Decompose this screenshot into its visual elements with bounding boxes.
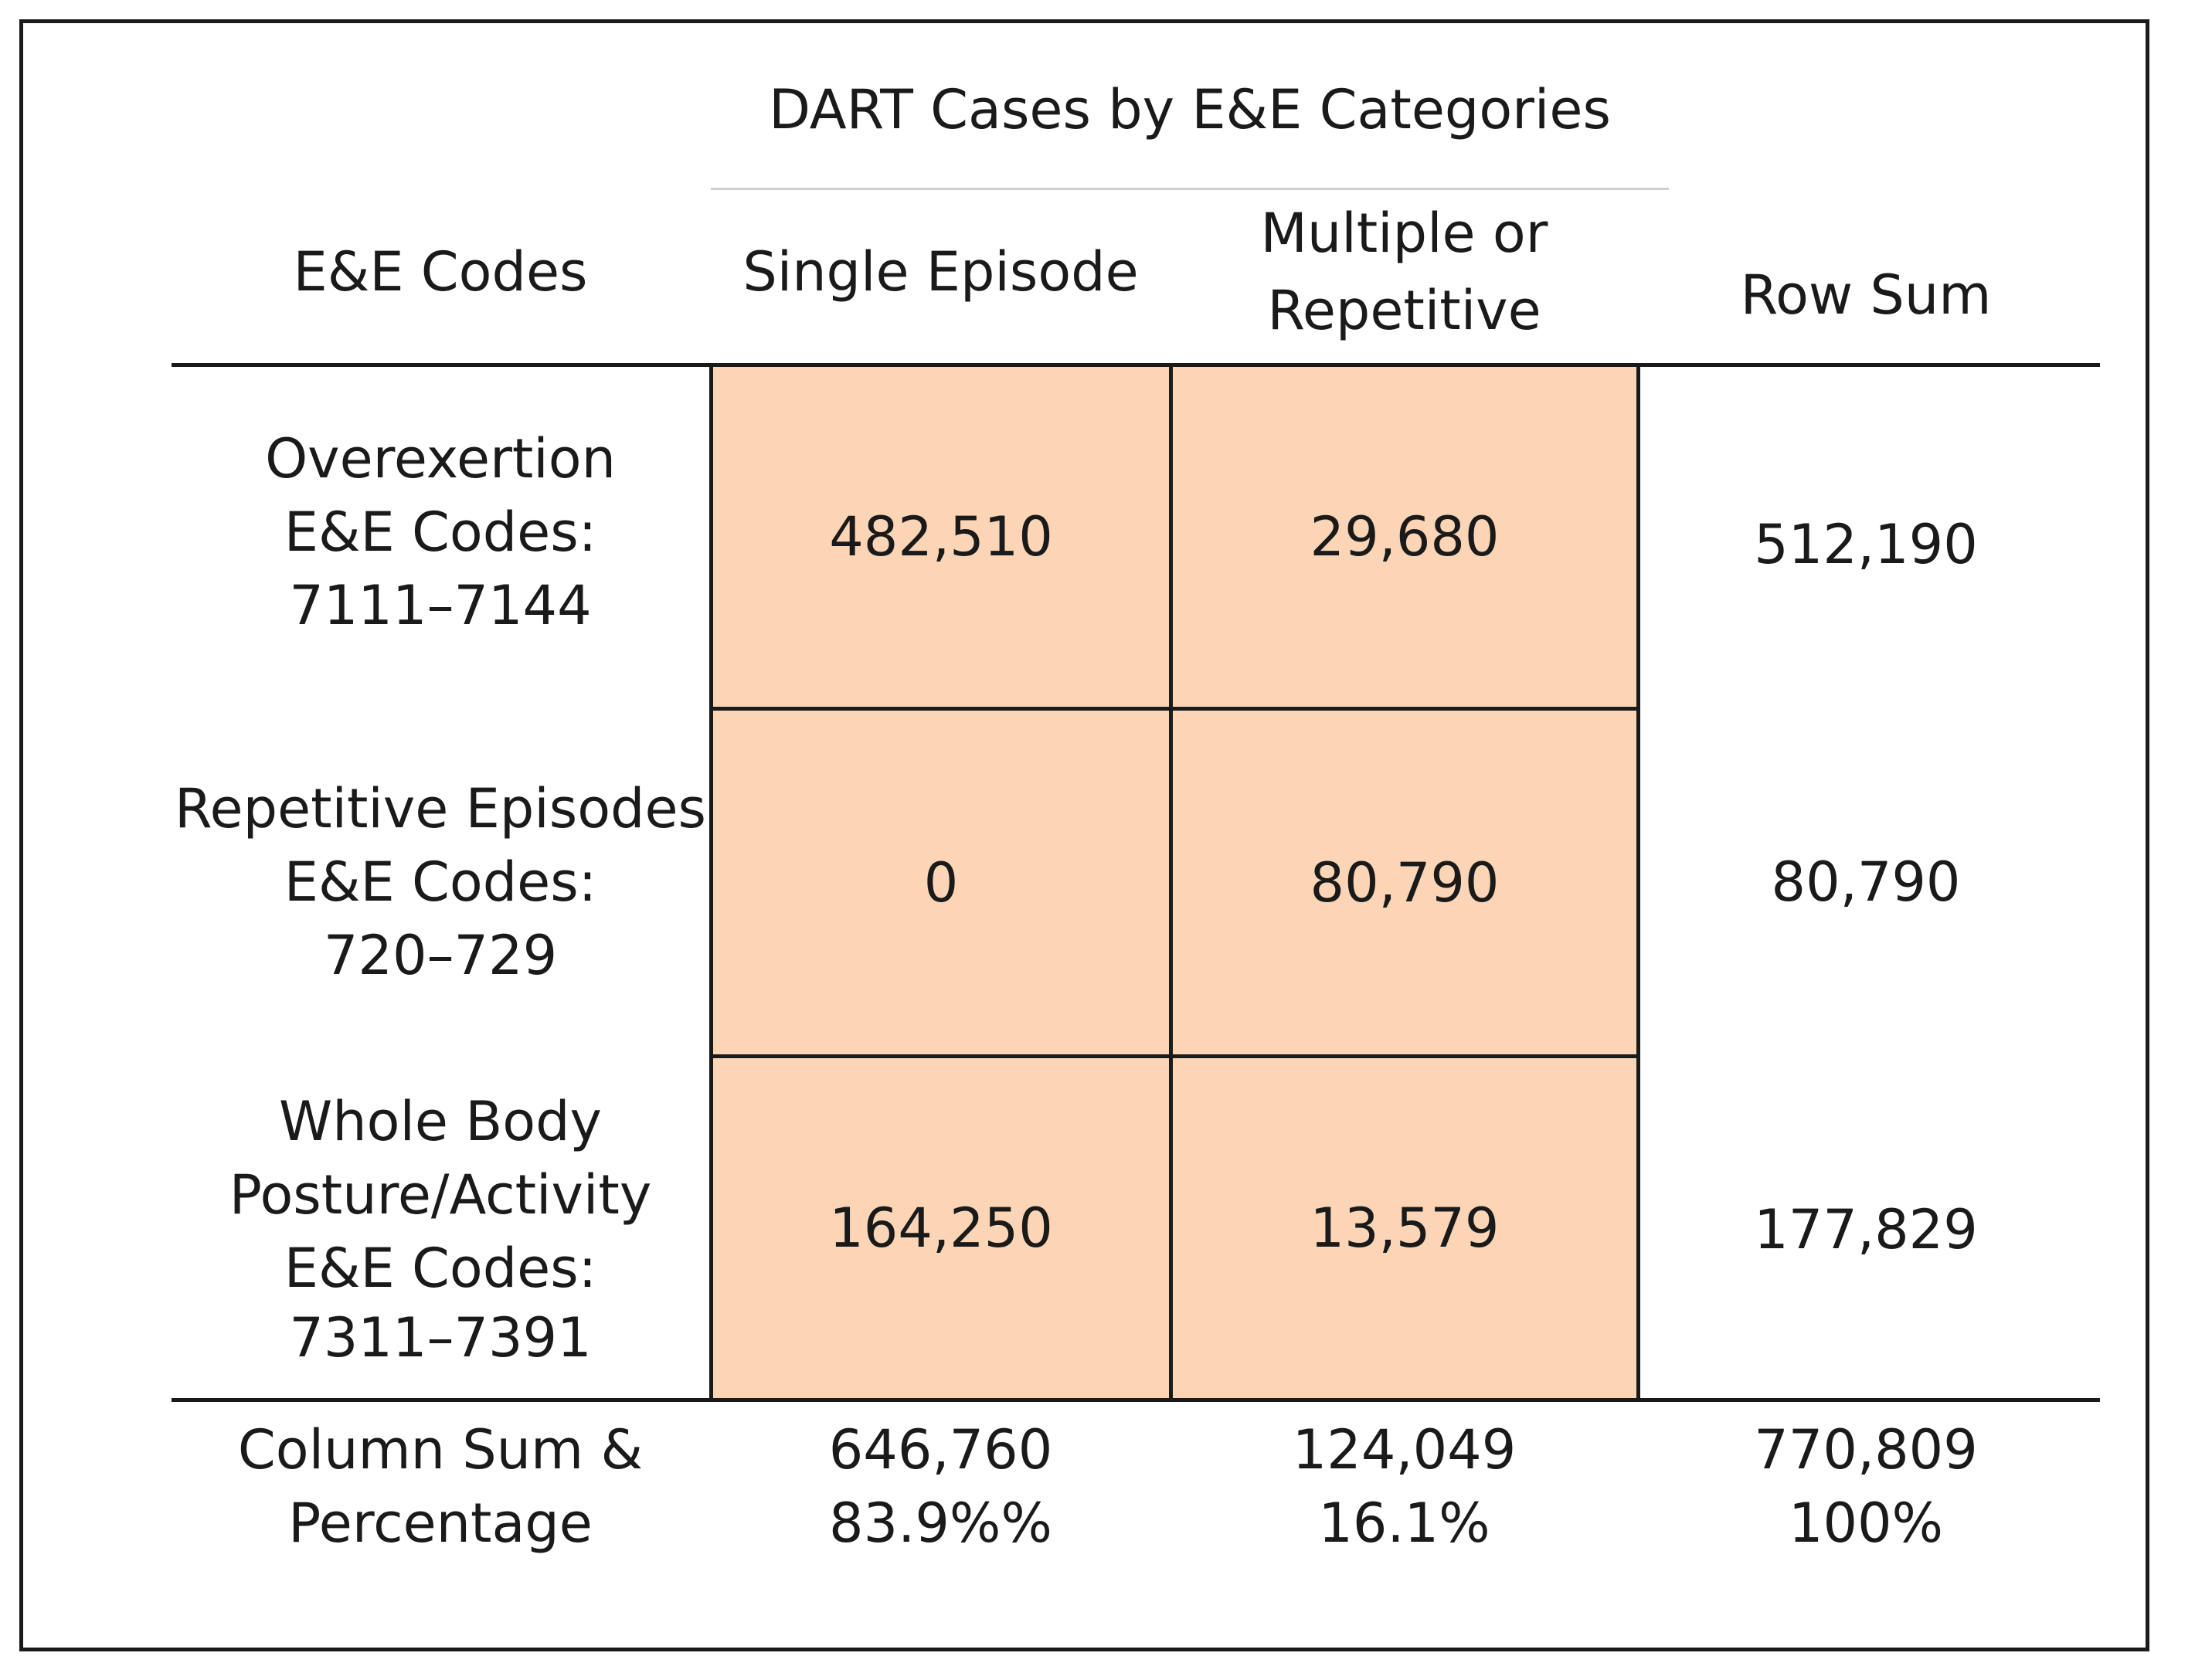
row1-label-line2: E&E Codes: [284,501,597,564]
row2-single-cell: 0 [709,707,1173,1058]
header-row-sum: Row Sum [1740,263,1992,327]
row1-label-line1: Overexertion [265,427,616,490]
row2-label-line3: 720–729 [323,924,558,987]
footer-multiple-sum: 124,049 [1292,1418,1517,1481]
header-single-episode: Single Episode [742,240,1139,304]
footer-label-line1: Column Sum & [237,1418,644,1481]
table-title: DART Cases by E&E Categories [769,78,1611,141]
header-codes: E&E Codes [293,240,588,304]
row3-label-line2: Posture/Activity [229,1163,652,1227]
row2-rowsum: 80,790 [1771,850,1961,914]
footer-multiple-pct: 16.1% [1318,1492,1490,1555]
header-multiple-line1: Multiple or [1260,202,1548,265]
row2-multiple-cell: 80,790 [1169,707,1640,1058]
row1-rowsum: 512,190 [1754,513,1978,576]
footer-single-pct: 83.9%% [829,1492,1052,1555]
row2-label-line1: Repetitive Episodes [175,777,706,840]
row3-label-line3: E&E Codes: [284,1237,597,1300]
footer-total-sum: 770,809 [1754,1418,1978,1481]
title-underline [711,188,1669,190]
row1-multiple-cell: 29,680 [1169,363,1640,711]
header-multiple-line2: Repetitive [1267,279,1541,342]
footer-single-sum: 646,760 [828,1418,1053,1481]
footer-rule [172,1398,2100,1402]
row3-label-line1: Whole Body [279,1090,602,1153]
row3-multiple-cell: 13,579 [1169,1054,1640,1402]
figure-frame [19,19,2149,1651]
row2-label-line2: E&E Codes: [284,850,597,914]
footer-label-line2: Percentage [288,1492,593,1555]
row3-label-line4: 7311–7391 [289,1306,592,1369]
footer-total-pct: 100% [1788,1492,1944,1555]
row1-single-cell: 482,510 [709,363,1173,711]
row3-rowsum: 177,829 [1754,1198,1978,1261]
row3-single-cell: 164,250 [709,1054,1173,1402]
row1-label-line3: 7111–7144 [289,574,592,637]
